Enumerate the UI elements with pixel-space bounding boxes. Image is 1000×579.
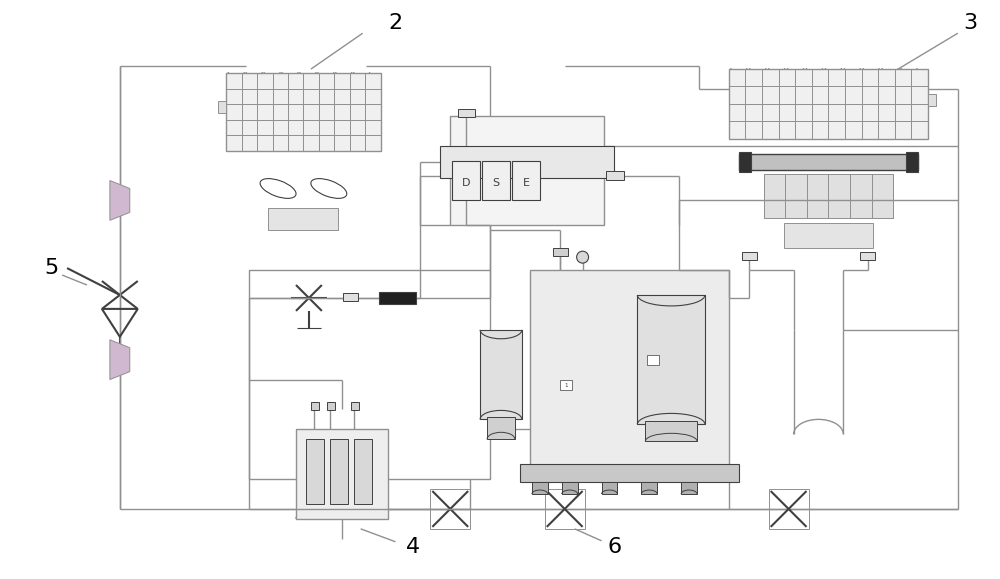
- Bar: [647, 355, 659, 365]
- Polygon shape: [110, 340, 130, 380]
- Bar: [739, 152, 751, 171]
- Bar: [602, 482, 617, 494]
- Bar: [249, 270, 490, 479]
- Text: 3: 3: [963, 13, 977, 33]
- Bar: [226, 73, 381, 151]
- Bar: [512, 160, 540, 200]
- Bar: [482, 160, 510, 200]
- Text: 1: 1: [564, 383, 567, 388]
- Bar: [606, 171, 624, 179]
- Bar: [330, 439, 348, 504]
- Bar: [637, 295, 705, 424]
- Bar: [729, 69, 928, 139]
- Bar: [354, 439, 372, 504]
- Text: 2: 2: [389, 13, 403, 33]
- Bar: [530, 270, 729, 469]
- Bar: [268, 208, 338, 230]
- Bar: [520, 464, 739, 482]
- Text: S: S: [492, 178, 500, 188]
- Bar: [379, 292, 416, 304]
- Bar: [560, 380, 572, 390]
- Bar: [645, 422, 697, 441]
- Circle shape: [577, 251, 589, 263]
- Text: 1: 1: [490, 419, 504, 439]
- Bar: [440, 146, 614, 178]
- Bar: [562, 482, 578, 494]
- Bar: [430, 489, 470, 529]
- Bar: [327, 402, 335, 411]
- Bar: [218, 101, 226, 113]
- Bar: [450, 116, 604, 225]
- Text: E: E: [522, 178, 529, 188]
- Polygon shape: [110, 181, 130, 221]
- Bar: [487, 417, 515, 439]
- Text: 5: 5: [44, 258, 58, 278]
- Text: 6: 6: [607, 537, 622, 557]
- Bar: [641, 482, 657, 494]
- Bar: [906, 152, 918, 171]
- Bar: [343, 293, 358, 301]
- Bar: [351, 402, 359, 411]
- Bar: [784, 223, 873, 248]
- Bar: [458, 109, 475, 117]
- Bar: [480, 330, 522, 419]
- Bar: [311, 402, 319, 411]
- Text: D: D: [462, 178, 470, 188]
- Bar: [296, 429, 388, 519]
- Bar: [769, 489, 809, 529]
- Bar: [532, 482, 548, 494]
- Bar: [739, 153, 918, 170]
- Bar: [928, 94, 936, 106]
- Bar: [764, 174, 893, 218]
- Bar: [681, 482, 697, 494]
- Bar: [306, 439, 324, 504]
- Bar: [545, 489, 585, 529]
- Bar: [860, 252, 875, 260]
- Bar: [553, 248, 568, 256]
- Text: 4: 4: [405, 537, 420, 557]
- Bar: [452, 160, 480, 200]
- Bar: [742, 252, 757, 260]
